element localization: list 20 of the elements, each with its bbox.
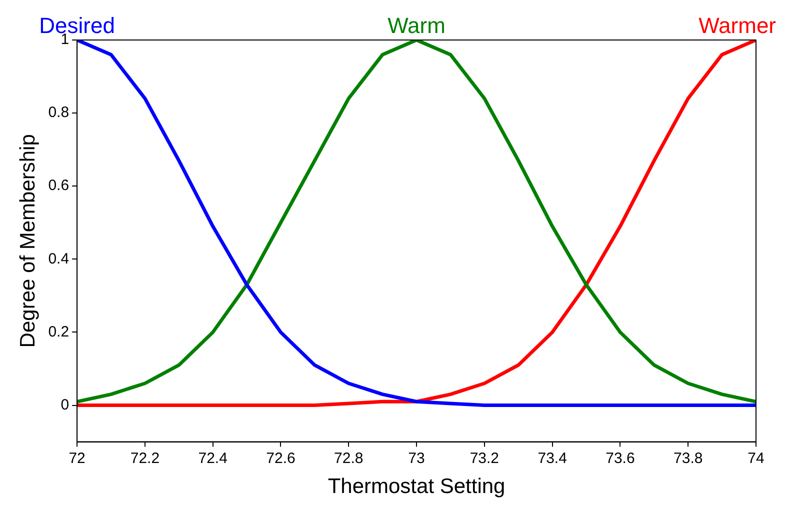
y-tick-label: 0 xyxy=(60,396,70,414)
y-tick-label: 0.6 xyxy=(48,177,70,194)
x-tick-label: 73 xyxy=(408,450,425,467)
y-tick-label: 0.2 xyxy=(48,323,70,340)
series-label: Warmer xyxy=(698,13,776,38)
series-label: Warm xyxy=(388,13,446,38)
x-axis-title: Thermostat Setting xyxy=(328,475,506,498)
x-tick-label: 72.2 xyxy=(130,450,160,467)
y-axis-title: Degree of Membership xyxy=(16,134,40,348)
x-tick-label: 73.4 xyxy=(538,450,567,467)
x-tick-label: 73.6 xyxy=(606,450,635,467)
x-tick-label: 72.8 xyxy=(334,450,364,467)
x-tick-label: 72.6 xyxy=(266,450,296,467)
y-tick-label: 0.8 xyxy=(48,104,70,122)
x-tick-label: 73.2 xyxy=(470,450,500,467)
y-tick-label: 0.4 xyxy=(48,250,70,268)
x-tick-label: 73.8 xyxy=(674,450,703,467)
x-tick-label: 74 xyxy=(748,450,764,467)
x-tick-label: 72 xyxy=(68,450,86,467)
x-tick-label: 72.4 xyxy=(198,450,228,467)
